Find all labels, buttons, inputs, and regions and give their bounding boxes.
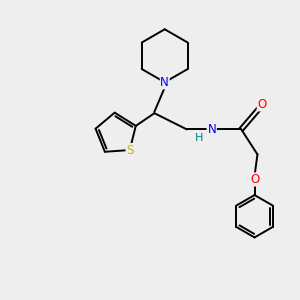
Text: H: H	[195, 133, 204, 142]
Text: N: N	[160, 76, 169, 89]
Text: O: O	[257, 98, 266, 111]
Text: O: O	[250, 173, 259, 186]
Text: S: S	[126, 143, 134, 157]
Text: N: N	[208, 123, 216, 136]
